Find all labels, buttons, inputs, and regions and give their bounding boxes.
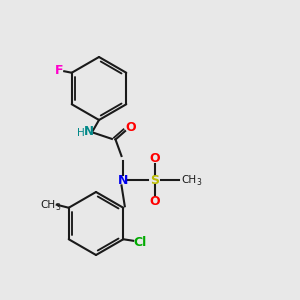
Text: N: N [84, 124, 94, 138]
Text: CH: CH [40, 200, 55, 210]
Text: F: F [55, 64, 63, 77]
Text: O: O [149, 152, 160, 165]
Text: O: O [125, 121, 136, 134]
Text: CH: CH [182, 175, 196, 185]
Text: S: S [150, 173, 159, 187]
Text: H: H [77, 128, 85, 139]
Text: Cl: Cl [133, 236, 146, 249]
Text: N: N [118, 173, 128, 187]
Text: 3: 3 [196, 178, 201, 187]
Text: O: O [149, 195, 160, 208]
Text: 3: 3 [55, 203, 60, 212]
